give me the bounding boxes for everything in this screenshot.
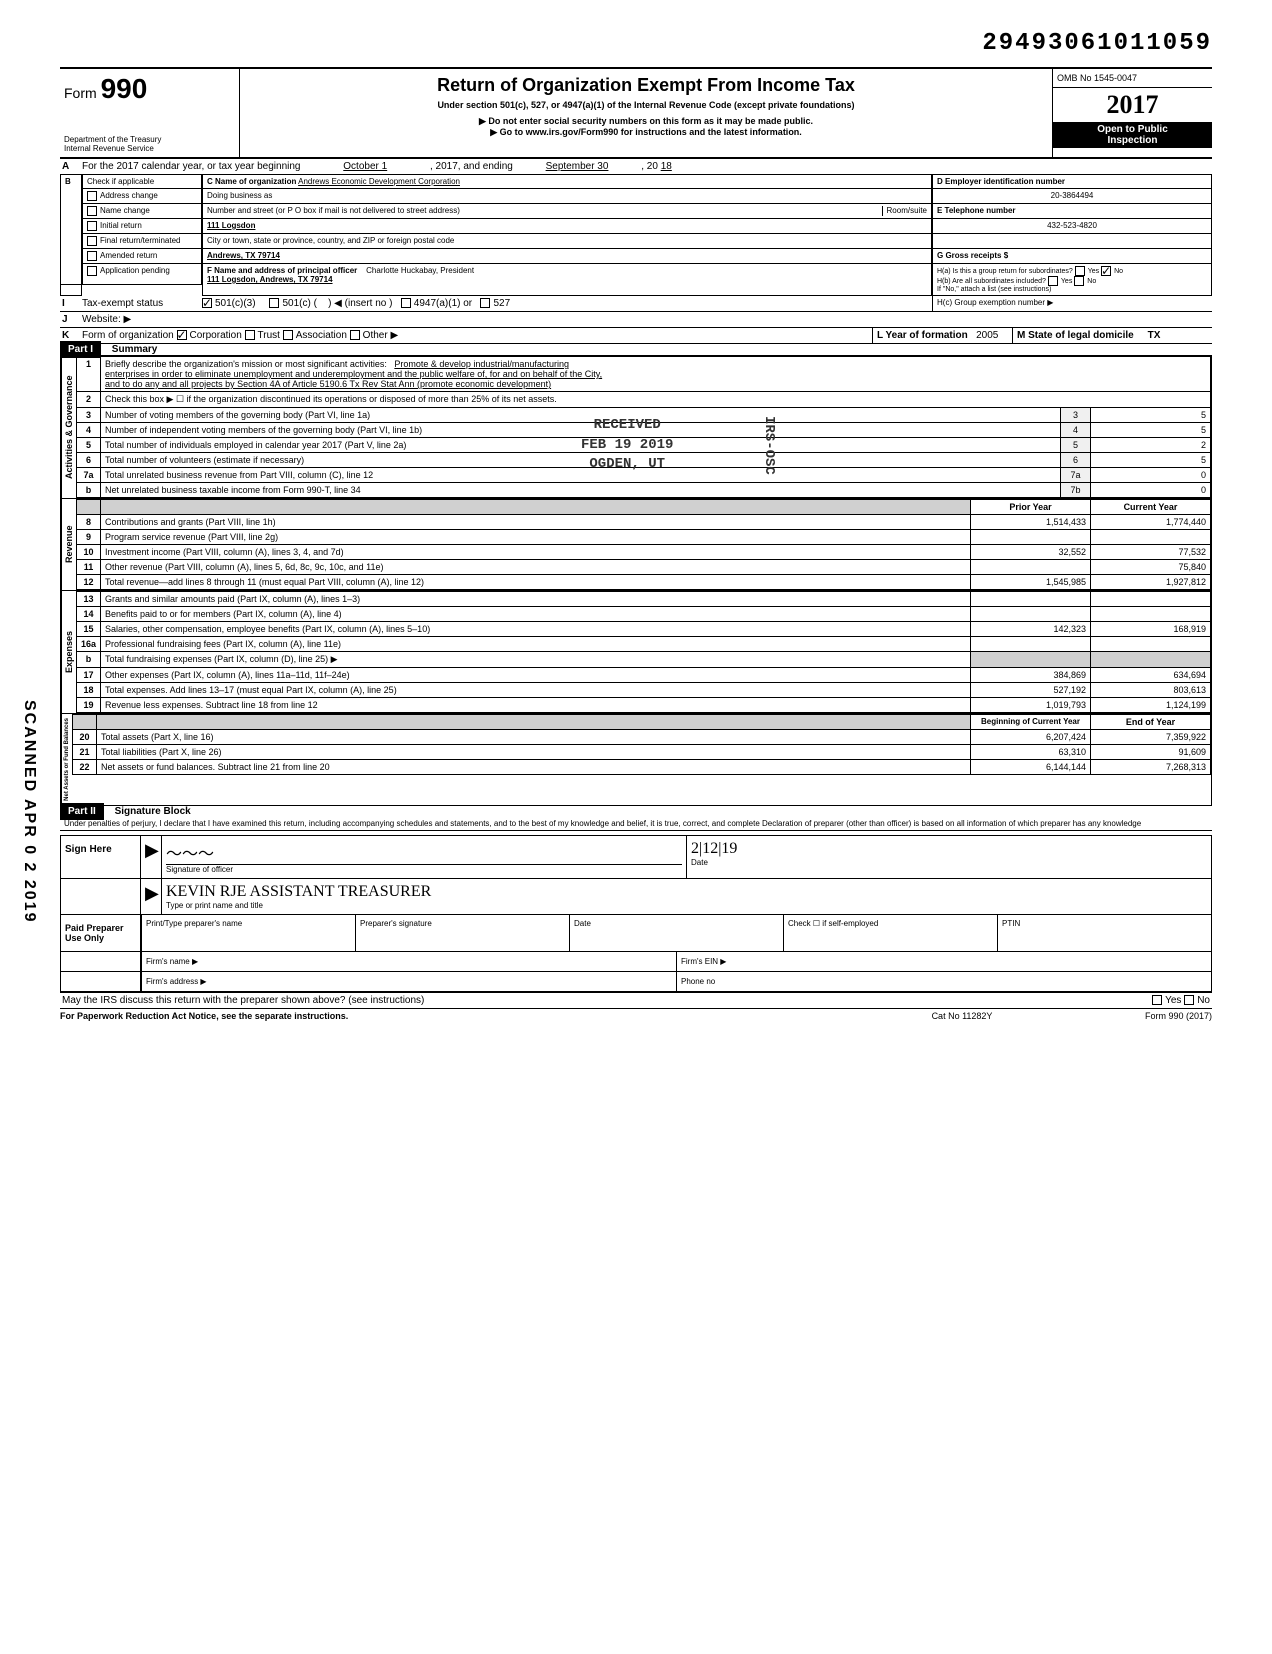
- footer: For Paperwork Reduction Act Notice, see …: [60, 1009, 1212, 1021]
- penalty-statement: Under penalties of perjury, I declare th…: [60, 817, 1212, 831]
- tax-year: 2017: [1053, 88, 1212, 122]
- line-j: J Website: ▶: [60, 312, 1212, 328]
- irs-osc-stamp: IRS-OSC: [761, 416, 777, 475]
- signature-block: Sign Here ▶ ～～～ Signature of officer 2|1…: [60, 835, 1212, 993]
- activities-governance-label: Activities & Governance: [61, 356, 76, 498]
- expenses-table: 13Grants and similar amounts paid (Part …: [76, 591, 1211, 713]
- form-note2: ▶ Go to www.irs.gov/Form990 for instruct…: [246, 127, 1046, 138]
- dept-treasury: Department of the Treasury: [64, 135, 235, 144]
- revenue-label: Revenue: [61, 499, 76, 590]
- expenses-label: Expenses: [61, 591, 76, 713]
- line-i: I Tax-exempt status 501(c)(3) 501(c) ( )…: [60, 296, 1212, 312]
- open-public: Open to Public: [1055, 124, 1210, 135]
- scanned-stamp: SCANNED APR 0 2 2019: [20, 700, 38, 923]
- discuss-line: May the IRS discuss this return with the…: [60, 993, 1212, 1009]
- part2-header: Part II Signature Block: [60, 806, 1212, 817]
- form-header: Form 990 Department of the Treasury Inte…: [60, 67, 1212, 159]
- netassets-table: Beginning of Current YearEnd of Year 20T…: [72, 714, 1211, 775]
- line-a: A For the 2017 calendar year, or tax yea…: [60, 159, 1212, 175]
- inspection: Inspection: [1055, 135, 1210, 146]
- line-k: K Form of organization Corporation Trust…: [60, 328, 1212, 344]
- form-subtitle: Under section 501(c), 527, or 4947(a)(1)…: [246, 100, 1046, 110]
- irs-label: Internal Revenue Service: [64, 144, 235, 153]
- omb-number: OMB No 1545-0047: [1053, 69, 1212, 88]
- section-b-grid: B Check if applicable C Name of organiza…: [60, 175, 1212, 296]
- part1-header: Part I Summary: [60, 344, 1212, 355]
- form-number: Form 990: [64, 73, 235, 105]
- revenue-table: Prior YearCurrent Year 8Contributions an…: [76, 499, 1211, 590]
- netassets-label: Net Assets or Fund Balances: [61, 714, 72, 805]
- form-title: Return of Organization Exempt From Incom…: [246, 75, 1046, 96]
- tracking-number: 29493061011059: [60, 30, 1212, 57]
- received-stamp: RECEIVED FEB 19 2019 OGDEN, UT: [581, 416, 673, 475]
- form-note1: ▶ Do not enter social security numbers o…: [246, 116, 1046, 127]
- check-applicable-header: Check if applicable: [82, 175, 202, 189]
